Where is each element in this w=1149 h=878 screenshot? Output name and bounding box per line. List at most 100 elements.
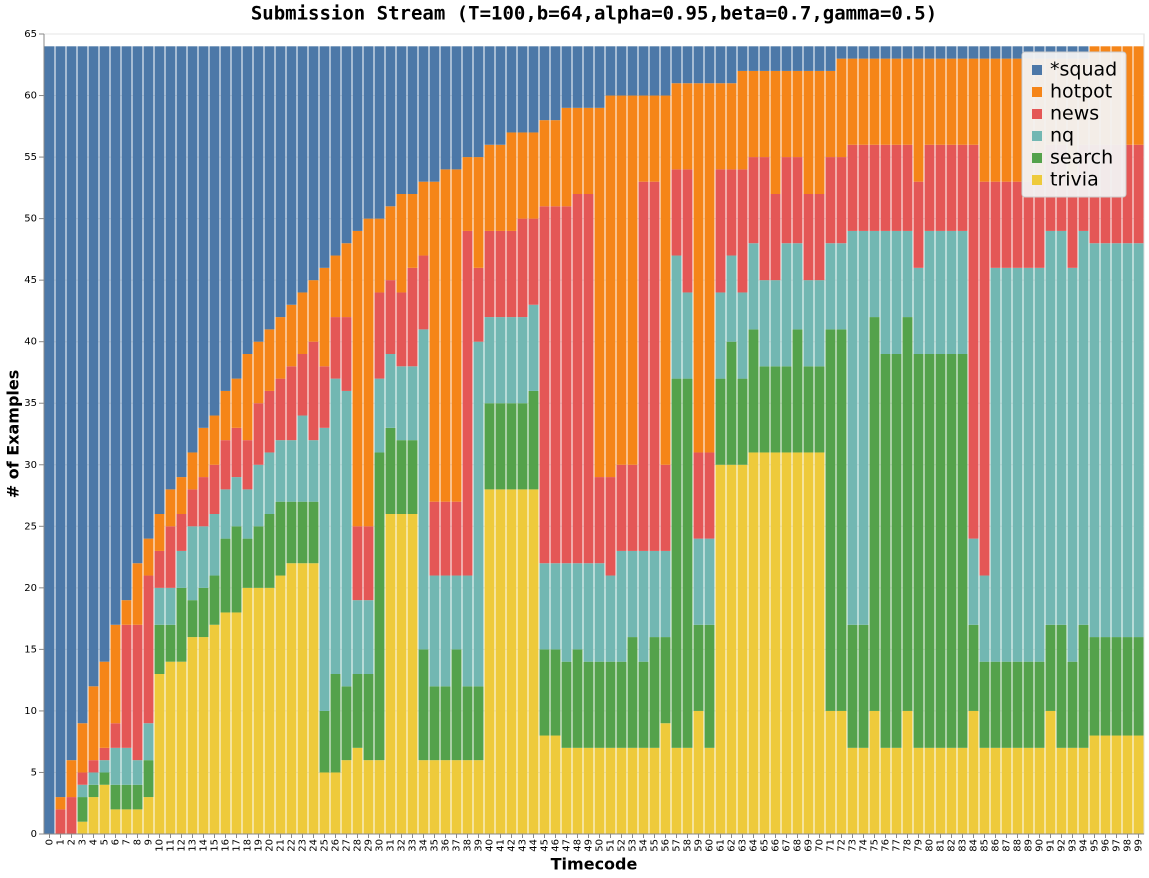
bar-segment	[869, 144, 880, 231]
bar-segment	[231, 427, 242, 478]
bar-segment	[528, 218, 539, 305]
bar-segment	[649, 550, 660, 638]
bar-segment	[682, 292, 693, 379]
bar-segment	[814, 70, 825, 194]
x-tick-label: 13	[188, 839, 199, 852]
bar-segment	[187, 526, 198, 601]
bar-segment	[495, 317, 506, 404]
bar-segment	[297, 415, 308, 502]
bar-segment	[693, 710, 704, 834]
bar-segment	[110, 624, 121, 724]
bar-segment	[165, 624, 176, 662]
bar-segment	[484, 317, 495, 404]
bar-segment	[198, 587, 209, 638]
x-tick-label: 10	[155, 839, 166, 852]
bar-segment	[1023, 181, 1034, 268]
bar-segment	[825, 70, 836, 158]
y-tick-label: 15	[24, 644, 37, 655]
bar-segment	[891, 747, 902, 834]
bar-segment	[165, 526, 176, 588]
bar-segment	[638, 95, 649, 182]
bar-segment	[1012, 46, 1023, 59]
bar-segment	[869, 58, 880, 145]
bar-segment	[1133, 735, 1144, 834]
bar-segment	[374, 292, 385, 379]
bar-segment	[693, 46, 704, 84]
x-tick-label: 92	[1057, 839, 1068, 852]
x-tick-label: 62	[727, 839, 738, 852]
bar-segment	[253, 464, 264, 527]
bar-segment	[550, 735, 561, 834]
bar-segment	[451, 169, 462, 502]
bar-segment	[198, 637, 209, 834]
bar-segment	[1034, 267, 1045, 662]
bar-segment	[913, 46, 924, 59]
bar-segment	[605, 477, 616, 576]
bar-segment	[583, 194, 594, 564]
bar-segment	[594, 477, 605, 564]
bar-segment	[506, 230, 517, 318]
bar-segment	[627, 95, 638, 465]
bar-segment	[462, 230, 473, 576]
bar-segment	[341, 390, 352, 687]
bar-segment	[506, 403, 517, 490]
bar-segment	[473, 686, 484, 761]
bar-segment	[1122, 637, 1133, 736]
bar-segment	[275, 501, 286, 576]
bar-segment	[264, 587, 275, 834]
x-tick-label: 70	[815, 839, 826, 852]
bar-segment	[176, 661, 187, 834]
bar-segment	[88, 686, 99, 761]
bar-segment	[1045, 710, 1056, 834]
bar-segment	[352, 230, 363, 527]
x-tick-label: 58	[683, 839, 694, 852]
bar-segment	[902, 317, 913, 711]
bar-segment	[825, 329, 836, 711]
bar-segment	[187, 452, 198, 490]
x-tick-label: 32	[397, 839, 408, 852]
bar-segment	[638, 46, 649, 96]
x-tick-label: 94	[1079, 839, 1090, 852]
y-tick-label: 25	[24, 521, 37, 532]
bar-segment	[110, 747, 121, 785]
bar-segment	[374, 378, 385, 453]
bar-segment	[473, 267, 484, 342]
bar-segment	[759, 157, 770, 281]
bar-segment	[781, 46, 792, 71]
x-tick-label: 7	[122, 839, 133, 845]
bar-segment	[165, 587, 176, 625]
bar-segment	[550, 206, 561, 564]
bar-segment	[275, 575, 286, 834]
bar-segment	[759, 452, 770, 834]
bar-segment	[627, 747, 638, 834]
x-tick-label: 42	[507, 839, 518, 852]
bar-segment	[660, 550, 671, 638]
y-tick-label: 55	[24, 152, 37, 163]
bar-segment	[880, 747, 891, 834]
bar-segment	[671, 83, 682, 170]
x-tick-label: 93	[1068, 839, 1079, 852]
bar-segment	[737, 378, 748, 465]
x-tick-label: 83	[958, 839, 969, 852]
bar-segment	[517, 218, 528, 318]
bar-segment	[253, 341, 264, 404]
bar-segment	[671, 46, 682, 84]
bar-segment	[902, 144, 913, 231]
bar-segment	[99, 46, 110, 662]
bar-segment	[143, 760, 154, 798]
bar-segment	[231, 46, 242, 379]
x-tick-label: 34	[419, 839, 430, 852]
y-tick-label: 0	[31, 829, 37, 840]
bar-segment	[704, 46, 715, 84]
bar-segment	[1100, 243, 1111, 638]
bar-segment	[737, 464, 748, 834]
bar-segment	[946, 144, 957, 231]
bar-segment	[781, 366, 792, 453]
bar-segment	[715, 83, 726, 170]
bar-segment	[187, 600, 198, 638]
bar-segment	[209, 514, 220, 576]
bar-segment	[55, 797, 66, 810]
bar-segment	[242, 538, 253, 588]
bar-segment	[220, 538, 231, 613]
